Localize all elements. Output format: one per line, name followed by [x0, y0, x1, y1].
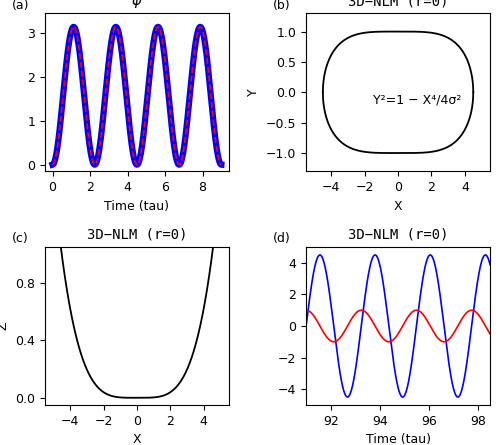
Y-axis label: Z: Z — [0, 322, 10, 330]
Title: 3D−NLM (r=0): 3D−NLM (r=0) — [348, 228, 448, 242]
Text: (a): (a) — [12, 0, 29, 12]
X-axis label: X: X — [394, 199, 402, 213]
Text: (d): (d) — [273, 232, 291, 245]
Title: 3D−NLM (r=0): 3D−NLM (r=0) — [86, 228, 187, 242]
Title: ϕ: ϕ — [132, 0, 142, 8]
X-axis label: X: X — [132, 433, 141, 445]
X-axis label: Time (tau): Time (tau) — [366, 433, 430, 445]
Y-axis label: Y: Y — [248, 89, 260, 96]
X-axis label: Time (tau): Time (tau) — [104, 199, 170, 213]
Text: Y²=1 − X⁴/4σ²: Y²=1 − X⁴/4σ² — [373, 93, 462, 106]
Text: (c): (c) — [12, 232, 28, 245]
Title: 3D−NLM (r=0): 3D−NLM (r=0) — [348, 0, 448, 8]
Text: (b): (b) — [273, 0, 290, 12]
